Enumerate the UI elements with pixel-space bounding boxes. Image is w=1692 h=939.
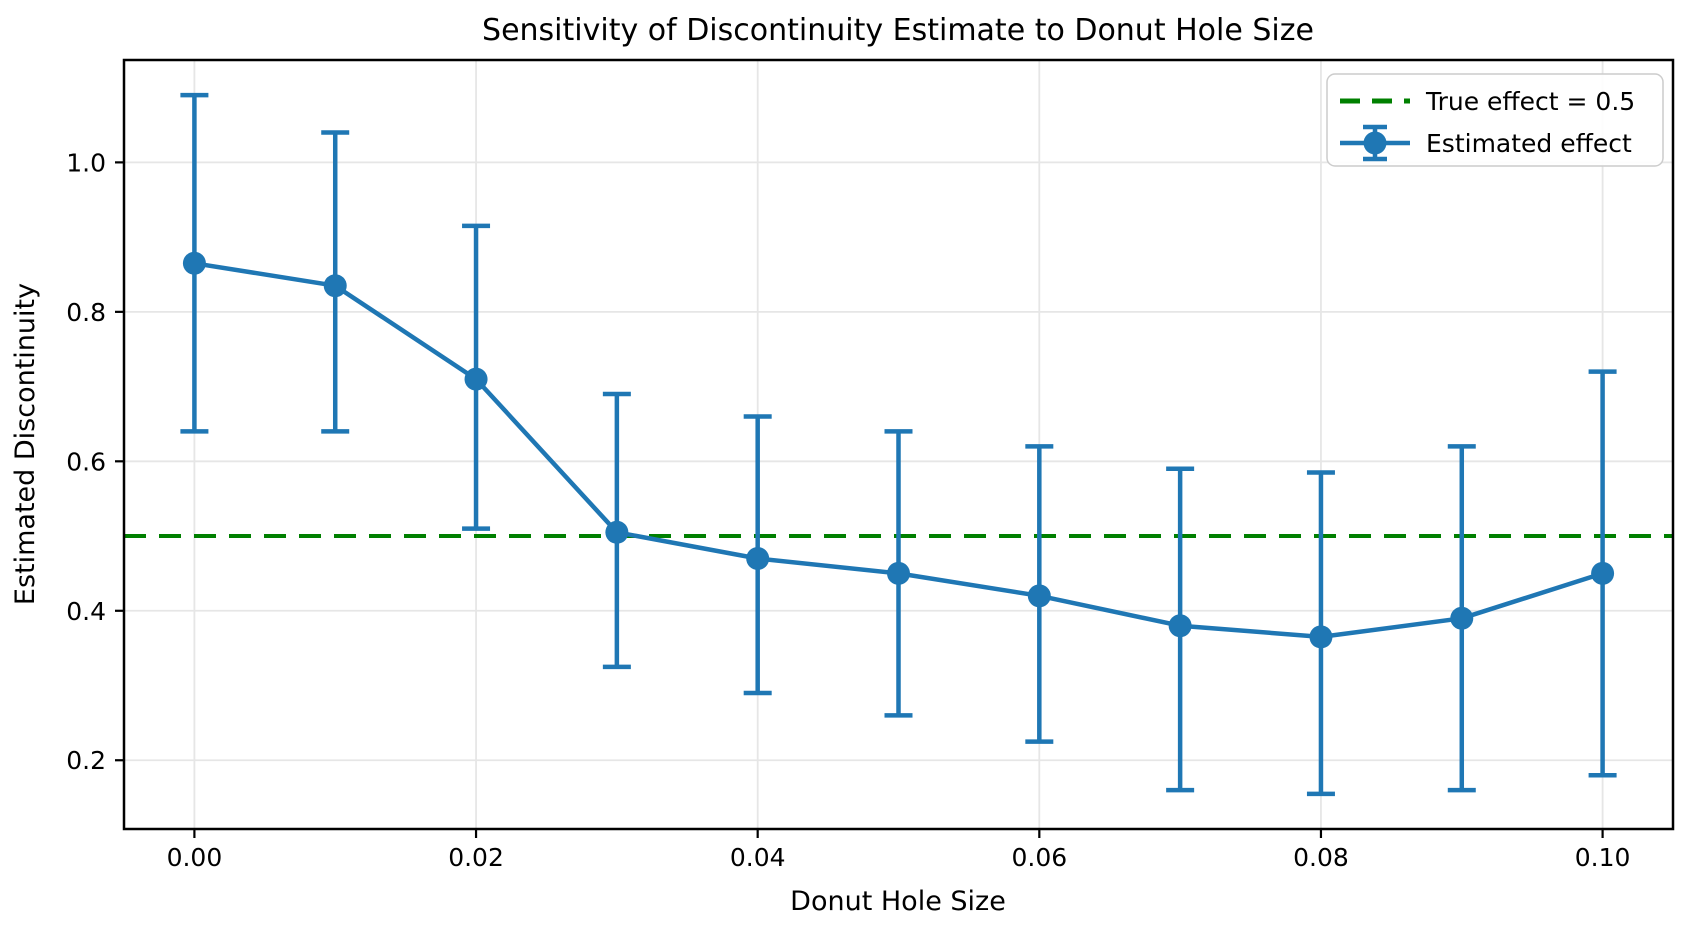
data-point-marker: [746, 546, 770, 570]
x-tick-label: 0.02: [448, 843, 504, 872]
axis-ticks: [115, 161, 1604, 838]
data-point-marker: [1450, 606, 1474, 630]
plot-border: [122, 58, 1675, 831]
chart-title: Sensitivity of Discontinuity Estimate to…: [482, 13, 1314, 48]
data-point-marker: [1168, 614, 1192, 638]
data-point-marker: [1309, 625, 1333, 649]
x-tick-labels: 0.00 0.02 0.04 0.06 0.08 0.10: [167, 843, 1631, 872]
y-tick-label: 0.8: [66, 298, 106, 327]
legend: True effect = 0.5 Estimated effect: [1326, 73, 1664, 167]
data-point-marker: [1027, 584, 1051, 608]
data-point-marker: [605, 520, 629, 544]
y-axis-label: Estimated Discontinuity: [10, 283, 41, 605]
x-tick-label: 0.08: [1293, 843, 1349, 872]
legend-label-estimated-effect: Estimated effect: [1426, 129, 1632, 158]
legend-label-true-effect: True effect = 0.5: [1425, 87, 1635, 116]
data-point-marker: [182, 251, 206, 275]
legend-frame: [1326, 73, 1664, 167]
y-tick-labels: 0.2 0.4 0.6 0.8 1.0: [66, 148, 106, 775]
legend-item-estimated-effect: Estimated effect: [1340, 124, 1632, 162]
data-point-marker: [1591, 561, 1615, 585]
x-tick-label: 0.06: [1011, 843, 1067, 872]
series-markers: [182, 251, 1615, 649]
data-point-marker: [464, 367, 488, 391]
x-axis-label: Donut Hole Size: [790, 886, 1006, 917]
x-tick-label: 0.10: [1575, 843, 1631, 872]
y-tick-label: 0.6: [66, 447, 106, 476]
x-tick-label: 0.00: [167, 843, 223, 872]
errorbar-sample-marker-icon: [1363, 131, 1387, 155]
y-tick-label: 0.2: [66, 746, 106, 775]
y-tick-label: 0.4: [66, 597, 106, 626]
y-tick-label: 1.0: [66, 148, 106, 177]
x-tick-label: 0.04: [730, 843, 786, 872]
legend-item-true-effect: True effect = 0.5: [1340, 87, 1635, 116]
data-point-marker: [323, 274, 347, 298]
data-point-marker: [887, 561, 910, 585]
